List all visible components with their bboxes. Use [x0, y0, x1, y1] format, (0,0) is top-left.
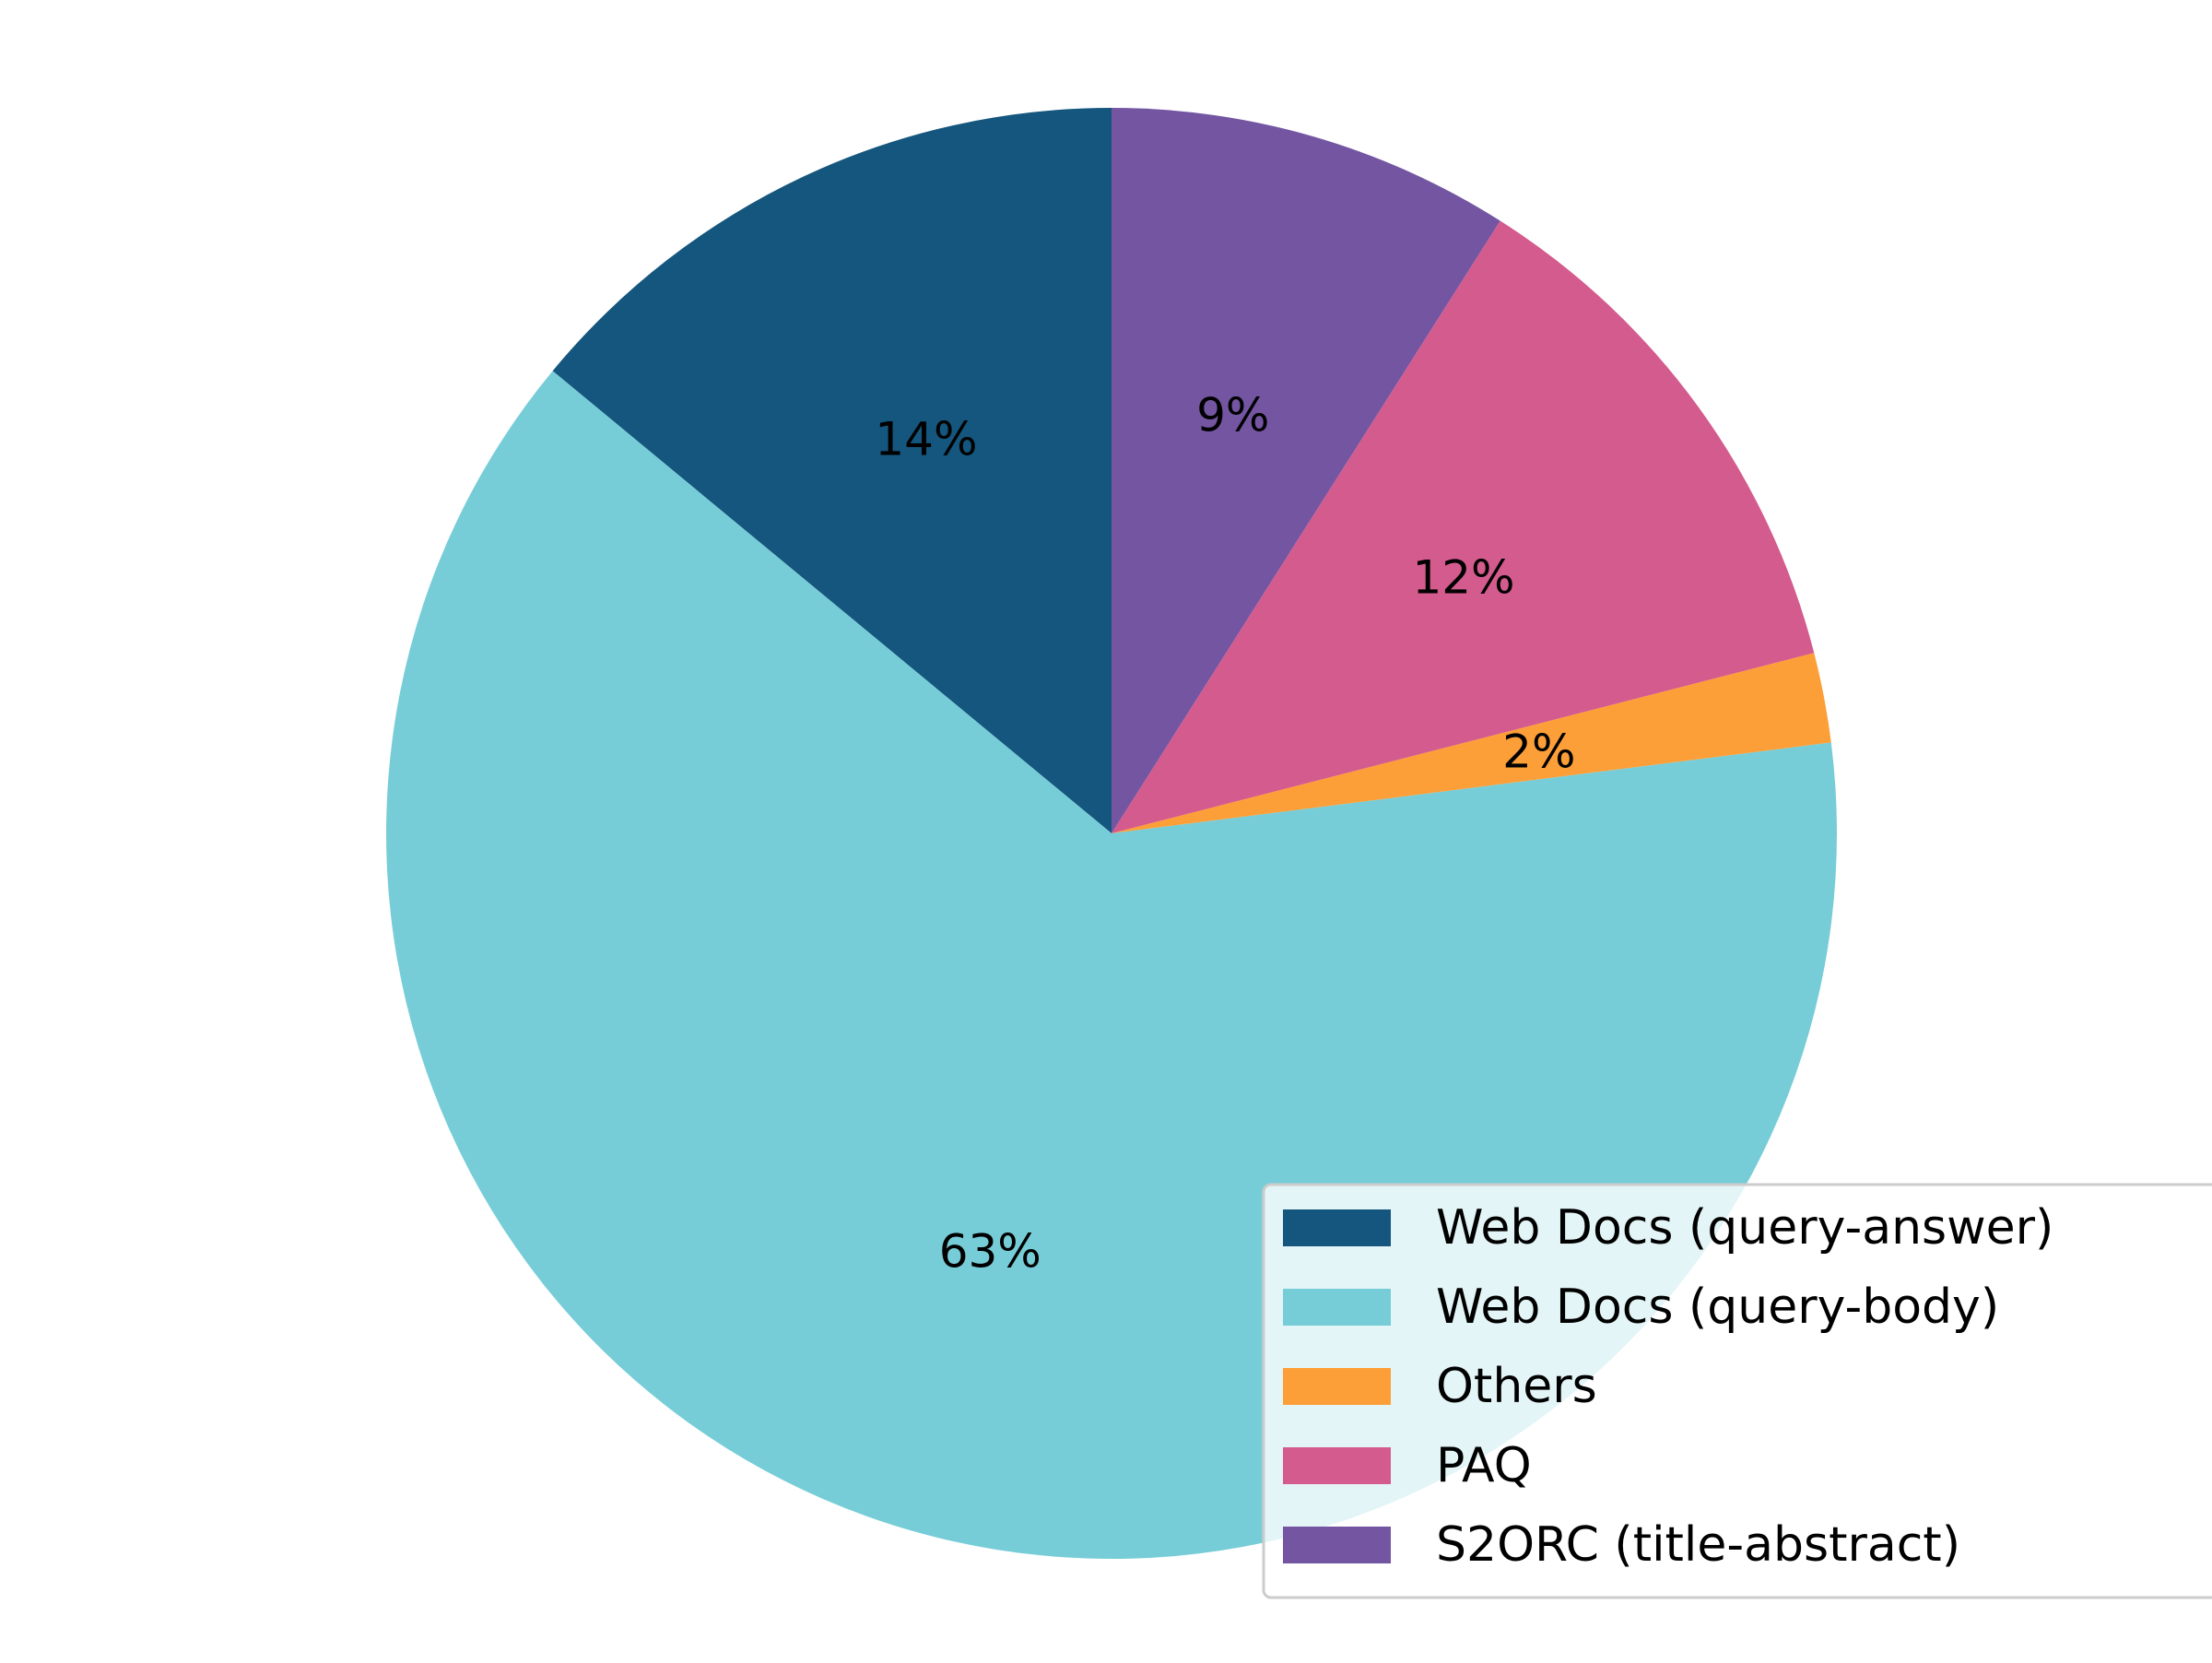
slice-labels: 14% 63% 2% 12% 9%	[875, 389, 1575, 1279]
slice-label-web-docs-query-answer: 14%	[875, 413, 977, 466]
legend-label-paq: PAQ	[1436, 1438, 1532, 1493]
pie-slice-others	[1112, 653, 1831, 833]
legend-swatch-web-docs-query-answer	[1283, 1209, 1391, 1246]
slice-label-paq: 12%	[1412, 550, 1514, 604]
legend-swatch-paq	[1283, 1447, 1391, 1484]
legend: Web Docs (query-answer) Web Docs (query-b…	[1262, 1183, 2212, 1599]
pie-slice-s2orc-title-abstract	[1112, 108, 1500, 833]
legend-label-others: Others	[1436, 1359, 1597, 1414]
legend-swatch-others	[1283, 1368, 1391, 1405]
pie-slice-web-docs-query-answer	[552, 108, 1112, 833]
legend-label-s2orc-title-abstract: S2ORC (title-abstract)	[1436, 1517, 1960, 1573]
legend-label-web-docs-query-body: Web Docs (query-body)	[1436, 1280, 1999, 1335]
slice-label-web-docs-query-body: 63%	[939, 1224, 1041, 1278]
slice-label-s2orc-title-abstract: 9%	[1196, 389, 1269, 442]
pie-slice-paq	[1112, 220, 1815, 833]
legend-label-web-docs-query-answer: Web Docs (query-answer)	[1436, 1200, 2053, 1256]
legend-swatch-s2orc-title-abstract	[1283, 1527, 1391, 1563]
legend-box	[1262, 1183, 2212, 1599]
legend-swatch-web-docs-query-body	[1283, 1289, 1391, 1326]
slice-label-others: 2%	[1502, 725, 1575, 779]
